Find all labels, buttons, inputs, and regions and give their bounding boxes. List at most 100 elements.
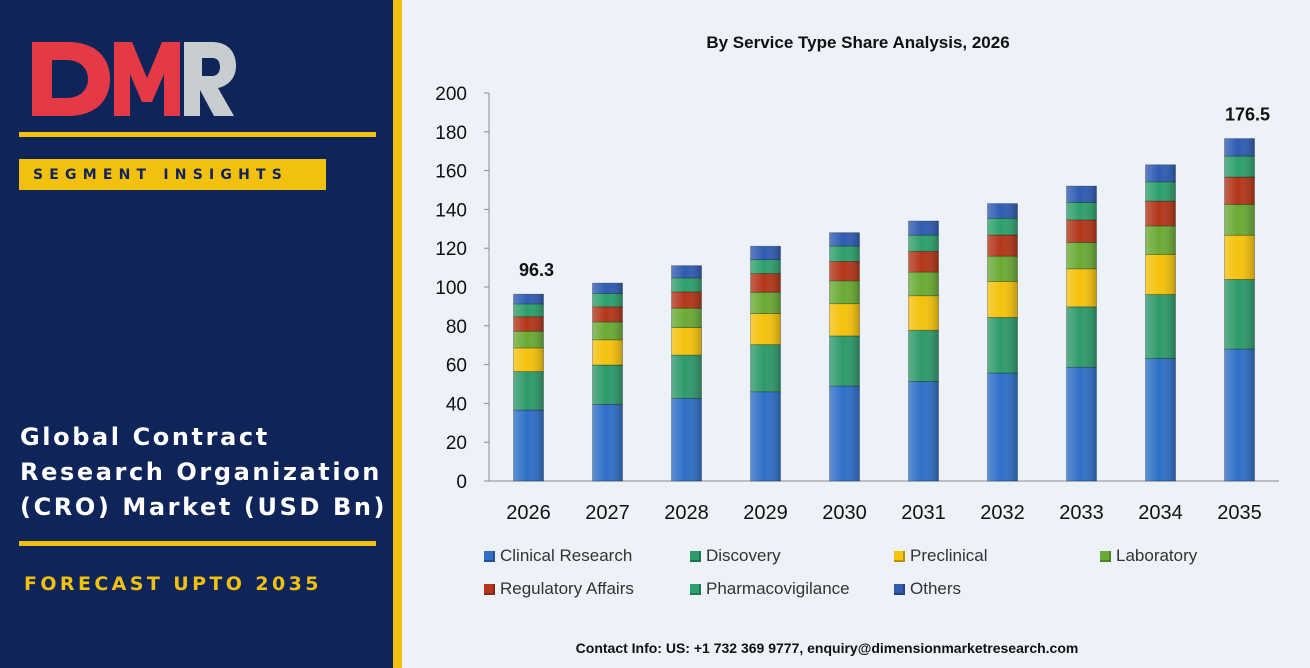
bar-segment-laboratory bbox=[987, 255, 1018, 282]
legend-swatch bbox=[1100, 550, 1111, 562]
bar-segment-preclinical bbox=[1145, 254, 1176, 295]
bar-segment-others bbox=[1145, 164, 1176, 183]
logo-letter-r bbox=[184, 42, 236, 116]
market-title-line: Research Organization bbox=[20, 458, 382, 486]
bar-segment-discovery bbox=[908, 329, 939, 382]
market-title-line: (CRO) Market (USD Bn) bbox=[20, 493, 388, 521]
annotations: 96.3 176.5 bbox=[519, 105, 1270, 281]
bar-segment-pharmacovigilance bbox=[987, 217, 1018, 236]
bar-segment-laboratory bbox=[592, 321, 623, 341]
bar-segment-regulatory-affairs bbox=[671, 291, 702, 309]
bar-segment-discovery bbox=[671, 354, 702, 399]
bar-segment-clinical-research bbox=[513, 409, 544, 482]
bar-segment-pharmacovigilance bbox=[1145, 181, 1176, 202]
bar-segment-laboratory bbox=[750, 291, 781, 314]
bar-segment-others bbox=[513, 293, 544, 305]
legend-label: Others bbox=[910, 579, 962, 598]
bar-segment-pharmacovigilance bbox=[592, 293, 623, 308]
bar-segment-discovery bbox=[1066, 306, 1097, 368]
bar-segment-regulatory-affairs bbox=[592, 306, 623, 323]
bar-segment-discovery bbox=[513, 371, 544, 411]
market-title: Global Contract Research Organization (C… bbox=[20, 420, 390, 525]
y-tick-label: 60 bbox=[446, 356, 467, 377]
bar-segment-preclinical bbox=[829, 303, 860, 337]
legend-swatch bbox=[484, 550, 495, 562]
bar-segment-laboratory bbox=[1066, 241, 1097, 270]
bar-segment-pharmacovigilance bbox=[750, 259, 781, 275]
bar-segment-discovery bbox=[592, 364, 623, 405]
bar-segment-clinical-research bbox=[829, 385, 860, 482]
x-tick-label: 2029 bbox=[743, 502, 788, 524]
legend-item-regulatory-affairs: Regulatory Affairs bbox=[484, 579, 634, 599]
bar-segment-others bbox=[908, 220, 939, 236]
bar-segment-clinical-research bbox=[671, 397, 702, 482]
contact-info: Contact Info: US: +1 732 369 9777, enqui… bbox=[575, 640, 1079, 656]
y-tick-label: 140 bbox=[435, 200, 467, 221]
legend-item-others: Others bbox=[894, 579, 961, 599]
bar-segment-regulatory-affairs bbox=[908, 250, 939, 273]
top-gold-divider bbox=[19, 132, 376, 137]
legend-swatch bbox=[690, 583, 701, 595]
x-tick-label: 2033 bbox=[1059, 502, 1104, 524]
legend-label: Clinical Research bbox=[500, 546, 633, 565]
x-tick-label: 2035 bbox=[1217, 502, 1262, 524]
bar-segment-laboratory bbox=[829, 280, 860, 305]
bar-segment-discovery bbox=[750, 344, 781, 393]
bar-segment-clinical-research bbox=[750, 391, 781, 482]
bar-segment-others bbox=[1224, 138, 1255, 157]
legend-label: Regulatory Affairs bbox=[500, 579, 634, 598]
legend-item-pharmacovigilance: Pharmacovigilance bbox=[690, 579, 850, 599]
sidebar-panel: SEGMENT INSIGHTS Global Contract Researc… bbox=[0, 0, 393, 668]
bar-segment-others bbox=[750, 245, 781, 261]
y-tick-label: 200 bbox=[435, 84, 467, 105]
bar-segment-regulatory-affairs bbox=[750, 273, 781, 293]
dmr-logo bbox=[32, 42, 236, 116]
bar-segment-pharmacovigilance bbox=[908, 234, 939, 252]
legend-label: Pharmacovigilance bbox=[706, 579, 850, 598]
bar-segment-pharmacovigilance bbox=[829, 245, 860, 262]
bar-segment-discovery bbox=[829, 335, 860, 387]
bar-segment-clinical-research bbox=[1066, 366, 1097, 482]
bar-segment-pharmacovigilance bbox=[1224, 155, 1255, 178]
bar-segment-laboratory bbox=[908, 271, 939, 297]
legend-swatch bbox=[894, 550, 905, 562]
y-axis: 0 20 40 60 80 100 120 140 160 180 200 bbox=[435, 84, 490, 493]
bar-segment-others bbox=[987, 203, 1018, 219]
logo-letter-m bbox=[114, 42, 180, 116]
bar-segment-preclinical bbox=[1066, 268, 1097, 308]
bar-segment-discovery bbox=[1145, 294, 1176, 359]
bar-segment-preclinical bbox=[513, 347, 544, 372]
bar-segment-regulatory-affairs bbox=[987, 234, 1018, 257]
x-tick-label: 2030 bbox=[822, 502, 867, 524]
legend-label: Preclinical bbox=[910, 546, 988, 565]
bar-segment-others bbox=[829, 232, 860, 247]
x-tick-label: 2031 bbox=[901, 502, 946, 524]
bar-segment-others bbox=[1066, 185, 1097, 203]
bar-segment-regulatory-affairs bbox=[1066, 219, 1097, 243]
total-value-label: 176.5 bbox=[1225, 105, 1270, 125]
legend-label: Laboratory bbox=[1116, 546, 1198, 565]
x-tick-label: 2026 bbox=[506, 502, 551, 524]
y-tick-label: 20 bbox=[446, 433, 467, 454]
y-tick-label: 80 bbox=[446, 317, 467, 338]
bar-segment-laboratory bbox=[1145, 225, 1176, 255]
bar-segment-preclinical bbox=[750, 313, 781, 346]
bar-segment-others bbox=[671, 265, 702, 279]
x-axis: 2026 2027 2028 2029 2030 2031 2032 2033 2034 2035 bbox=[489, 480, 1279, 524]
bar-segment-clinical-research bbox=[987, 372, 1018, 482]
bar-segment-regulatory-affairs bbox=[1145, 200, 1176, 227]
legend-item-laboratory: Laboratory bbox=[1100, 546, 1197, 566]
bar-segment-others bbox=[592, 282, 623, 294]
x-tick-label: 2027 bbox=[585, 502, 630, 524]
bar-segment-regulatory-affairs bbox=[513, 316, 544, 332]
legend-item-discovery: Discovery bbox=[690, 546, 781, 566]
x-tick-label: 2032 bbox=[980, 502, 1025, 524]
bar-segment-discovery bbox=[1224, 279, 1255, 350]
market-title-line: Global Contract bbox=[20, 423, 270, 451]
bars bbox=[513, 138, 1255, 482]
y-tick-label: 100 bbox=[435, 278, 467, 299]
bar-segment-laboratory bbox=[1224, 203, 1255, 236]
bar-segment-preclinical bbox=[1224, 234, 1255, 280]
legend-swatch bbox=[894, 583, 905, 595]
